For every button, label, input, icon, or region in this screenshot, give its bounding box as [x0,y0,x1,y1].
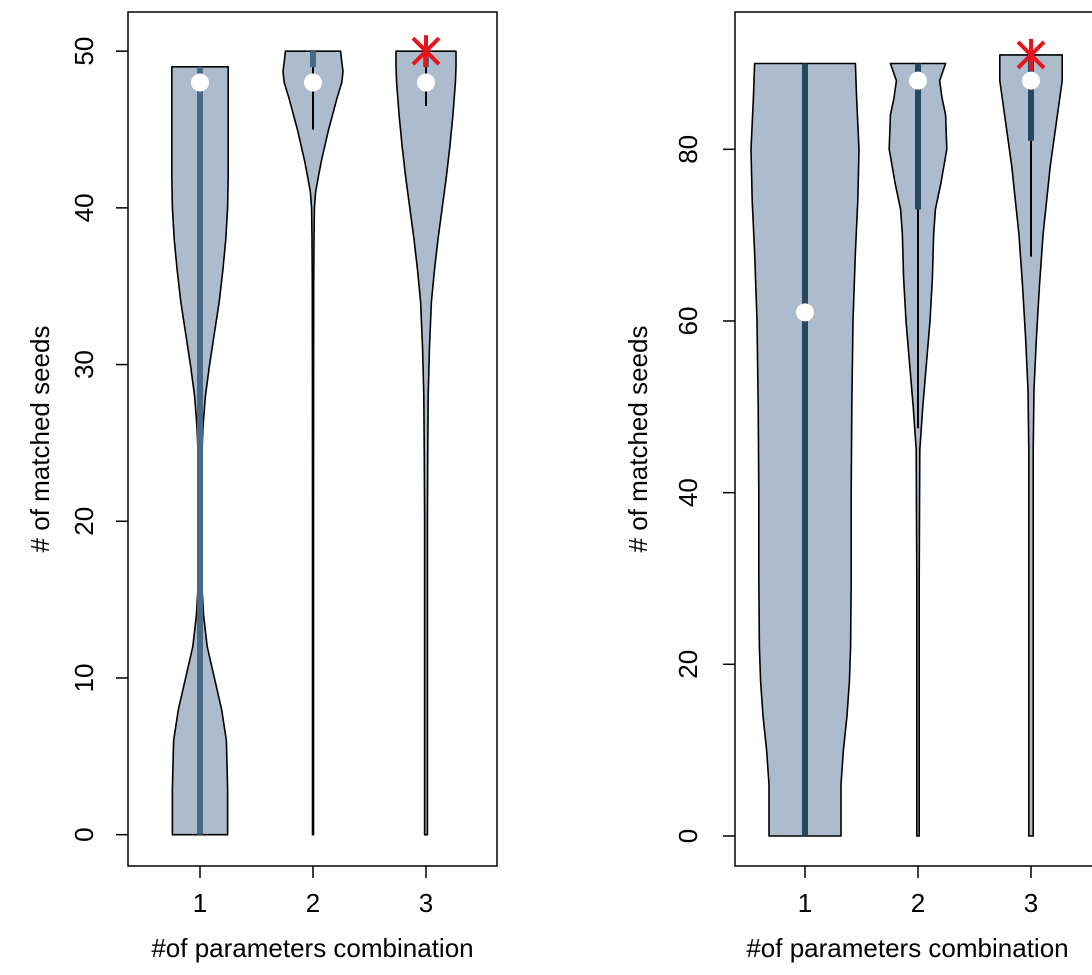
violin-box-2 [915,63,921,210]
median-point-1 [191,73,209,92]
y-axis-title: # of matched seeds [25,326,55,553]
y-tick-label: 0 [69,827,99,841]
y-tick-label: 20 [69,507,99,536]
y-tick-label: 50 [69,37,99,66]
x-tick-label: 2 [911,888,925,918]
y-tick-label: 0 [673,829,703,843]
median-point-1 [796,303,814,322]
y-tick-label: 40 [69,193,99,222]
right-panel: 0 20 40 60 80 1 2 3 #of parameters combination # … [623,11,1092,963]
x-tick-label: 3 [1024,888,1038,918]
violin-box-1 [197,66,203,835]
x-tick-label: 1 [798,888,812,918]
x-axis-title: #of parameters combination [151,933,473,963]
x-tick-label: 2 [306,888,320,918]
median-point-3 [1022,71,1040,90]
y-tick-label: 40 [673,478,703,507]
y-tick-label: 20 [673,650,703,679]
y-tick-label: 60 [673,307,703,336]
highlight-marker-3 [1016,38,1046,71]
left-panel: 0 10 20 30 40 50 1 2 3 #of parameters combination… [25,11,498,963]
y-tick-label: 80 [673,135,703,164]
y-tick-label: 10 [69,664,99,693]
violin-shape-3 [395,50,457,836]
violin-box-3 [1028,54,1034,141]
violin-shape-3 [999,54,1063,837]
median-point-3 [417,73,435,92]
median-point-2 [909,71,927,90]
x-tick-label: 1 [193,888,207,918]
y-axis-title: # of matched seeds [623,326,653,553]
x-axis-title: #of parameters combination [746,933,1068,963]
highlight-marker-3 [411,35,441,68]
violin-box-1 [802,63,808,836]
x-tick-label: 3 [419,888,433,918]
violin-box-2 [310,51,316,67]
violin-shape-2 [888,62,948,837]
violin-shape-2 [282,50,344,836]
median-point-2 [304,73,322,92]
y-tick-label: 30 [69,350,99,379]
